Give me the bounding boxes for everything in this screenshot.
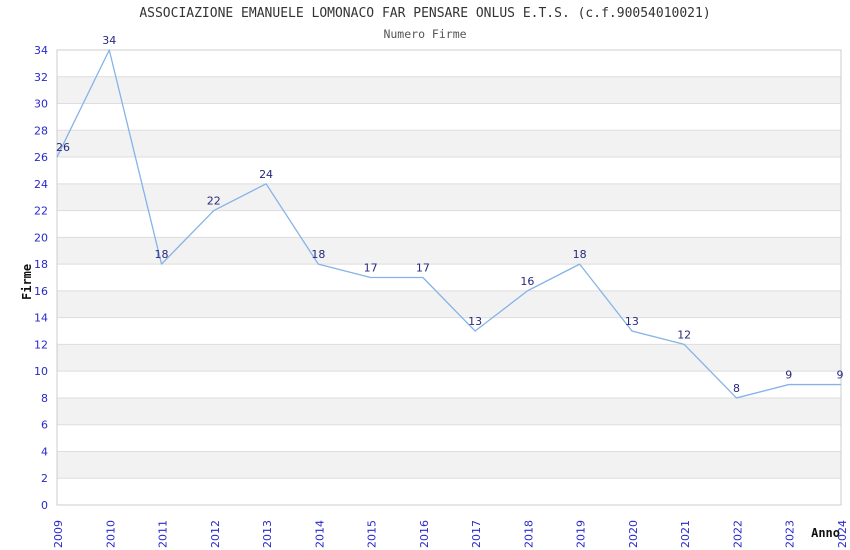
y-tick-label: 0 bbox=[41, 499, 48, 512]
y-tick-label: 6 bbox=[41, 419, 48, 432]
data-label: 17 bbox=[416, 262, 430, 275]
data-label: 13 bbox=[625, 315, 639, 328]
y-tick-label: 22 bbox=[34, 205, 48, 218]
data-label: 9 bbox=[837, 369, 844, 382]
chart-title: ASSOCIAZIONE EMANUELE LOMONACO FAR PENSA… bbox=[139, 6, 711, 21]
y-tick-label: 32 bbox=[34, 71, 48, 84]
x-axis-title: Anno bbox=[811, 526, 840, 540]
x-tick-label: 2021 bbox=[679, 520, 692, 548]
y-tick-label: 34 bbox=[34, 44, 48, 57]
data-label: 22 bbox=[207, 195, 221, 208]
data-label: 18 bbox=[311, 248, 325, 261]
x-tick-label: 2018 bbox=[522, 520, 535, 548]
y-tick-label: 14 bbox=[34, 312, 48, 325]
plot-band bbox=[57, 76, 841, 104]
x-tick-label: 2012 bbox=[209, 520, 222, 548]
data-label: 34 bbox=[102, 34, 116, 47]
plot-band bbox=[57, 451, 841, 479]
y-tick-label: 28 bbox=[34, 124, 48, 137]
y-axis-title: Firme bbox=[20, 264, 34, 300]
y-tick-label: 10 bbox=[34, 365, 48, 378]
x-tick-label: 2023 bbox=[784, 520, 797, 548]
data-label: 8 bbox=[733, 382, 740, 395]
data-label: 18 bbox=[573, 248, 587, 261]
x-tick-label: 2016 bbox=[418, 520, 431, 548]
data-label: 12 bbox=[677, 328, 691, 341]
plot-band bbox=[57, 130, 841, 158]
plot-band bbox=[57, 183, 841, 211]
data-label: 9 bbox=[785, 369, 792, 382]
x-tick-label: 2017 bbox=[470, 520, 483, 548]
x-tick-label: 2022 bbox=[731, 520, 744, 548]
x-tick-label: 2019 bbox=[575, 520, 588, 548]
x-tick-label: 2013 bbox=[261, 520, 274, 548]
data-label: 24 bbox=[259, 168, 273, 181]
x-tick-label: 2009 bbox=[52, 520, 65, 548]
x-tick-label: 2010 bbox=[104, 520, 117, 548]
plot-band bbox=[57, 397, 841, 425]
y-tick-label: 16 bbox=[34, 285, 48, 298]
data-label: 16 bbox=[520, 275, 534, 288]
series-line bbox=[56, 49, 841, 399]
data-label: 26 bbox=[56, 141, 70, 154]
x-tick-label: 2020 bbox=[627, 520, 640, 548]
y-tick-label: 4 bbox=[41, 445, 48, 458]
plot-band bbox=[57, 344, 841, 372]
data-label: 17 bbox=[364, 262, 378, 275]
plot-band bbox=[57, 237, 841, 265]
x-tick-label: 2024 bbox=[836, 520, 849, 548]
y-tick-label: 18 bbox=[34, 258, 48, 271]
y-tick-label: 12 bbox=[34, 338, 48, 351]
y-tick-label: 2 bbox=[41, 472, 48, 485]
y-tick-label: 26 bbox=[34, 151, 48, 164]
y-tick-label: 8 bbox=[41, 392, 48, 405]
x-tick-label: 2011 bbox=[157, 520, 170, 548]
data-label: 13 bbox=[468, 315, 482, 328]
chart-subtitle: Numero Firme bbox=[383, 27, 467, 41]
y-tick-label: 30 bbox=[34, 98, 48, 111]
x-tick-label: 2014 bbox=[313, 520, 326, 548]
data-label: 18 bbox=[155, 248, 169, 261]
y-tick-label: 24 bbox=[34, 178, 48, 191]
y-tick-label: 20 bbox=[34, 231, 48, 244]
x-tick-label: 2015 bbox=[366, 520, 379, 548]
plot-border bbox=[56, 49, 842, 506]
